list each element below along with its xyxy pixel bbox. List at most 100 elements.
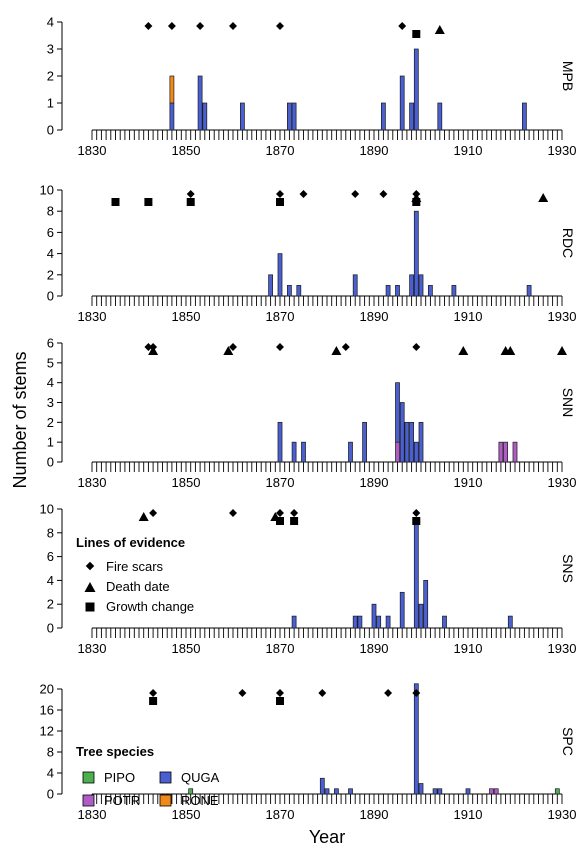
bar-snn-quga-1898 — [409, 421, 414, 463]
fire-scar-marker-snn — [341, 343, 350, 351]
bar-spc-quga-1882 — [334, 788, 339, 795]
x-tick-label-sns: 1850 — [172, 641, 201, 656]
fire-scar-marker-spc — [318, 689, 327, 697]
fire-scar-legend-marker — [85, 561, 95, 571]
y-tick-label-spc: 12 — [40, 724, 54, 739]
bar-spc-quga-1904 — [437, 788, 443, 795]
death-date-marker-mpb — [434, 25, 445, 34]
bar-rdc-quga-1874 — [296, 285, 302, 297]
bar-snn-quga-1870 — [277, 421, 283, 463]
fire-scar-marker-rdc — [299, 190, 308, 198]
death-date-legend-marker — [84, 582, 96, 592]
fire-scar-marker-spc — [384, 689, 393, 697]
death-date-marker-sns — [138, 512, 149, 521]
x-tick-label-rdc: 1870 — [266, 309, 295, 324]
x-tick-label-snn: 1870 — [266, 475, 295, 490]
bar-mpb-quga-1847 — [169, 102, 175, 131]
x-tick-label-spc: 1910 — [454, 807, 483, 822]
growth-change-legend-marker — [85, 602, 95, 612]
bar-mpb-quga-1853 — [197, 75, 203, 131]
y-tick-label-snn: 6 — [47, 336, 54, 351]
x-tick-label-snn: 1930 — [548, 475, 577, 490]
x-tick-label-sns: 1890 — [360, 641, 389, 656]
x-tick-label-mpb: 1870 — [266, 143, 295, 158]
y-tick-label-spc: 0 — [47, 787, 54, 802]
y-tick-label-mpb: 3 — [47, 42, 54, 57]
x-tick-label-spc: 1850 — [172, 807, 201, 822]
evidence-legend: Lines of evidence Fire scars Death date … — [76, 535, 194, 614]
site-label-spc: SPC — [560, 727, 576, 756]
fire-scar-marker-sns — [229, 509, 237, 517]
panel-spc: 0 4 8 12 16 20 1830 1850 1870 1890 1910 1930 SPC — [40, 682, 577, 823]
fire-scar-marker-mpb — [144, 22, 153, 30]
bar-snn-quga-1896 — [399, 402, 405, 463]
x-tick-label-snn: 1910 — [454, 475, 483, 490]
bar-mpb-quga-1904 — [437, 102, 443, 131]
x-tick-label-rdc: 1890 — [360, 309, 389, 324]
panel-sns: 0 2 4 6 8 10 1830 1850 1870 1890 1910 1930 SNS — [40, 502, 577, 657]
species-legend-title: Tree species — [76, 744, 154, 759]
growth-change-marker-rdc — [144, 198, 153, 206]
bar-snn-quga-1900 — [418, 421, 424, 463]
death-date-marker-snn — [331, 346, 342, 355]
x-tick-label-rdc: 1830 — [78, 309, 107, 324]
bar-mpb-quga-1899 — [413, 48, 419, 131]
bar-rdc-quga-1923 — [526, 285, 532, 297]
bar-rdc-quga-1898 — [409, 274, 414, 297]
fire-scar-marker-sns — [412, 509, 421, 517]
y-tick-label-sns: 10 — [40, 502, 54, 517]
x-tick-label-sns: 1870 — [266, 641, 295, 656]
bar-snn-potr-1895 — [395, 441, 400, 463]
fire-scar-marker-spc — [238, 689, 247, 697]
bar-mpb-quga-1872 — [287, 102, 292, 131]
bar-spc-quga-1885 — [348, 788, 353, 795]
y-tick-label-snn: 5 — [47, 355, 54, 370]
bar-rdc-quga-1900 — [418, 274, 424, 297]
fire-scar-marker-sns — [290, 509, 299, 517]
growth-change-marker-rdc — [186, 198, 195, 206]
bar-mpb-quga-1896 — [399, 75, 405, 131]
x-tick-label-snn: 1830 — [78, 475, 107, 490]
x-tick-label-rdc: 1850 — [172, 309, 201, 324]
y-tick-label-rdc: 0 — [47, 289, 54, 304]
bar-spc-quga-1879 — [319, 777, 325, 795]
fire-scar-marker-snn — [412, 343, 421, 351]
growth-change-marker-spc — [276, 697, 284, 705]
bar-rdc-quga-1870 — [277, 253, 283, 297]
species-legend: Tree species PIPO POTR QUGA RONE — [76, 744, 220, 808]
panel-mpb: 0 1 2 3 4 1830 1850 1870 1890 1910 1930 MPB — [47, 15, 577, 159]
y-tick-label-spc: 16 — [40, 703, 54, 718]
x-tick-label-snn: 1890 — [360, 475, 389, 490]
bar-sns-quga-1896 — [399, 591, 405, 629]
bar-rdc-quga-1907 — [451, 285, 457, 297]
growth-change-marker-spc — [149, 697, 158, 705]
y-tick-label-rdc: 2 — [47, 267, 54, 282]
bar-sns-quga-1900 — [418, 603, 424, 629]
fire-scar-marker-spc — [276, 689, 284, 697]
quga-legend-label: QUGA — [181, 770, 220, 785]
bar-snn-potr-1920 — [512, 441, 518, 463]
bar-sns-quga-1886 — [352, 615, 358, 629]
y-tick-label-mpb: 0 — [47, 123, 54, 138]
bar-rdc-quga-1899 — [413, 210, 419, 297]
fire-scar-marker-snn — [229, 343, 237, 351]
bar-rdc-quga-1868 — [268, 274, 273, 297]
x-tick-label-sns: 1930 — [548, 641, 577, 656]
y-tick-label-snn: 1 — [47, 435, 54, 450]
bar-mpb-quga-1892 — [381, 102, 386, 131]
bar-snn-quga-1875 — [301, 441, 306, 463]
death-date-marker-snn — [505, 346, 516, 355]
bar-rdc-quga-1893 — [385, 285, 391, 297]
y-tick-label-rdc: 6 — [47, 225, 54, 240]
y-axis-title: Number of stems — [10, 351, 30, 488]
bar-rdc-quga-1886 — [352, 274, 358, 297]
growth-change-marker-sns — [412, 517, 421, 525]
y-tick-label-spc: 20 — [40, 682, 54, 697]
x-tick-label-sns: 1910 — [454, 641, 483, 656]
fire-scar-marker-mpb — [196, 22, 205, 30]
bar-sns-quga-1905 — [442, 615, 447, 629]
site-label-rdc: RDC — [560, 228, 576, 258]
site-label-snn: SNN — [560, 388, 576, 418]
quga-legend-swatch — [159, 771, 172, 784]
